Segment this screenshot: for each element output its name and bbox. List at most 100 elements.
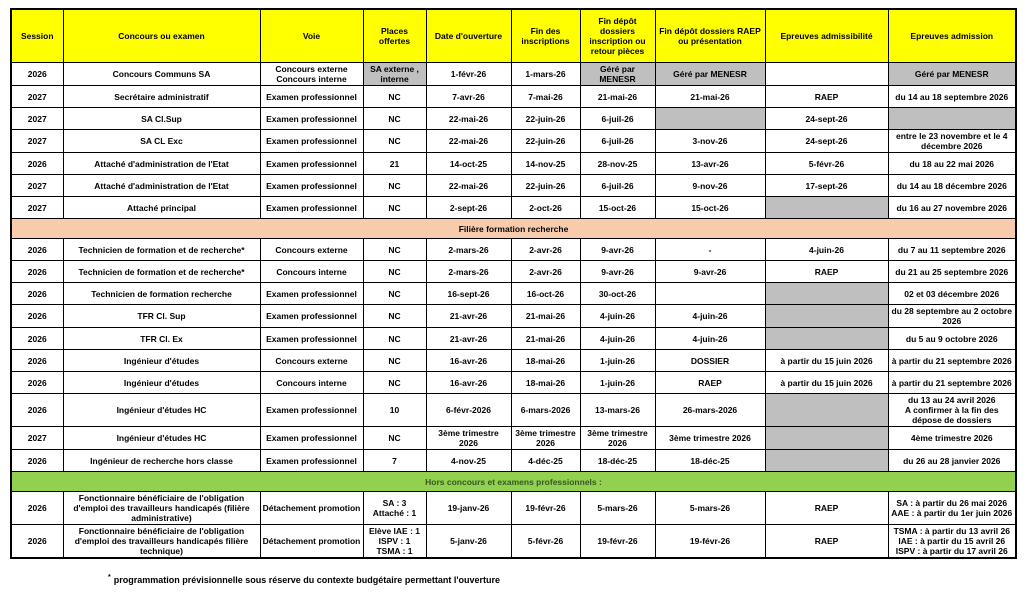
table-cell: 22-mai-26	[425, 129, 512, 154]
column-header: Epreuves admissibilité	[764, 8, 889, 63]
table-cell: 19-févr-26	[579, 524, 656, 559]
column-header: Fin dépôt dossiers inscription ou retour…	[579, 8, 656, 63]
table-body: 2026 Concours Communs SA Concours externe …	[10, 61, 1017, 559]
table-cell: Attaché d'administration de l'Etat	[62, 174, 261, 198]
table-cell: 21-mai-26	[654, 85, 766, 109]
table-cell: 4-juin-26	[764, 238, 889, 262]
table-cell: 15-oct-26	[654, 196, 766, 220]
table-row: 2027 SA CL Exc Examen professionnel NC 22-ma…	[10, 129, 1017, 154]
table-cell: 7-avr-26	[425, 85, 512, 109]
table-row: 2026 Technicien de formation recherche Exa…	[10, 282, 1017, 306]
table-cell: TFR Cl. Ex	[62, 327, 261, 351]
table-cell: NC	[362, 426, 427, 451]
table-cell: Attaché d'administration de l'Etat	[62, 152, 261, 176]
table-cell: 2027	[10, 107, 64, 131]
table-cell: 1-juin-26	[579, 349, 656, 373]
table-cell: 2026	[10, 260, 64, 284]
table-cell: 21-avr-26	[425, 327, 512, 351]
table-cell: 16-oct-26	[510, 282, 581, 306]
table-cell: 19-janv-26	[425, 491, 512, 526]
table-cell: Technicien de formation recherche	[62, 282, 261, 306]
table-row: 2027 Attaché d'administration de l'Etat Ex…	[10, 174, 1017, 198]
table-cell: 4-nov-25	[425, 449, 512, 473]
table-cell: du 26 au 28 janvier 2026	[887, 449, 1017, 473]
table-cell: 1-juin-26	[579, 371, 656, 395]
table-cell: 19-févr-26	[510, 491, 581, 526]
column-header: Fin dépôt dossiers RAEP ou présentation	[654, 8, 766, 63]
table-cell: 2026	[10, 152, 64, 176]
exam-schedule-table: Session Concours ou examen Voie Places offe…	[10, 8, 1017, 560]
table-cell: 16-avr-26	[425, 371, 512, 395]
table-cell: Examen professionnel	[259, 174, 364, 198]
table-cell: 4ème trimestre 2026	[887, 426, 1017, 451]
table-cell: 21-mai-26	[510, 304, 581, 329]
table-cell: NC	[362, 174, 427, 198]
table-cell: NC	[362, 282, 427, 306]
table-cell: SA Cl.Sup	[62, 107, 261, 131]
table-cell: 4-juin-26	[654, 304, 766, 329]
table-cell: RAEP	[654, 371, 766, 395]
section-label: Hors concours et examens professionnels …	[10, 471, 1017, 493]
table-cell: 14-nov-25	[510, 152, 581, 176]
column-header: Session	[10, 8, 64, 63]
table-cell: 18-déc-25	[654, 449, 766, 473]
table-cell: 18-mai-26	[510, 371, 581, 395]
section-row: Hors concours et examens professionnels …	[10, 471, 1017, 493]
table-cell: 2026	[10, 282, 64, 306]
table-cell: 6-juil-26	[579, 129, 656, 154]
table-cell: Ingénieur d'études	[62, 371, 261, 395]
table-cell: 2026	[10, 524, 64, 559]
table-row: 2026 Ingénieur de recherche hors classe Ex…	[10, 449, 1017, 473]
table-cell: 10	[362, 393, 427, 428]
table-cell: 22-mai-26	[425, 174, 512, 198]
table-row: 2027 Attaché principal Examen professionne…	[10, 196, 1017, 220]
table-cell: 17-sept-26	[764, 174, 889, 198]
table-cell: 3ème trimestre 2026	[425, 426, 512, 451]
table-cell: 2026	[10, 304, 64, 329]
table-cell: Ingénieur d'études HC	[62, 426, 261, 451]
table-cell: Examen professionnel	[259, 449, 364, 473]
table-cell: 3ème trimestre 2026	[579, 426, 656, 451]
table-cell: Examen professionnel	[259, 107, 364, 131]
table-cell: 22-juin-26	[510, 129, 581, 154]
table-cell: à partir du 15 juin 2026	[764, 349, 889, 373]
table-header: Session Concours ou examen Voie Places offe…	[10, 8, 1017, 63]
table-cell	[764, 61, 889, 87]
table-cell: du 21 au 25 septembre 2026	[887, 260, 1017, 284]
table-cell: du 18 au 22 mai 2026	[887, 152, 1017, 176]
table-row: 2026 Attaché d'administration de l'Etat Ex…	[10, 152, 1017, 176]
table-cell: Examen professionnel	[259, 129, 364, 154]
table-cell: 2-avr-26	[510, 260, 581, 284]
table-cell: à partir du 15 juin 2026	[764, 371, 889, 395]
table-cell: 16-sept-26	[425, 282, 512, 306]
table-cell: SA : 3 Attaché : 1	[362, 491, 427, 526]
table-cell: NC	[362, 371, 427, 395]
table-cell: NC	[362, 260, 427, 284]
table-row: 2026 Ingénieur d'études Concours interne NC…	[10, 371, 1017, 395]
table-cell: 4-juin-26	[579, 304, 656, 329]
table-cell: 13-mars-26	[579, 393, 656, 428]
table-cell: NC	[362, 327, 427, 351]
table-cell: RAEP	[764, 491, 889, 526]
table-cell: 21	[362, 152, 427, 176]
table-cell: 21-mai-26	[510, 327, 581, 351]
table-cell: 2026	[10, 61, 64, 87]
table-cell: 2026	[10, 371, 64, 395]
table-cell: 9-nov-26	[654, 174, 766, 198]
table-cell: NC	[362, 349, 427, 373]
table-cell: Examen professionnel	[259, 152, 364, 176]
table-cell: 18-mai-26	[510, 349, 581, 373]
table-cell: 6-févr-2026	[425, 393, 512, 428]
table-cell: 5-févr-26	[510, 524, 581, 559]
table-cell: NC	[362, 304, 427, 329]
column-header: Concours ou examen	[62, 8, 261, 63]
table-cell: Examen professionnel	[259, 282, 364, 306]
table-cell: 5-févr-26	[764, 152, 889, 176]
column-header: Voie	[259, 8, 364, 63]
table-cell: 2-sept-26	[425, 196, 512, 220]
table-cell: 3ème trimestre 2026	[654, 426, 766, 451]
table-cell: SA : à partir du 26 mai 2026 AAE : à par…	[887, 491, 1017, 526]
table-cell: 2027	[10, 174, 64, 198]
table-cell: 2-avr-26	[510, 238, 581, 262]
table-cell: Fonctionnaire bénéficiaire de l'obligati…	[62, 524, 261, 559]
